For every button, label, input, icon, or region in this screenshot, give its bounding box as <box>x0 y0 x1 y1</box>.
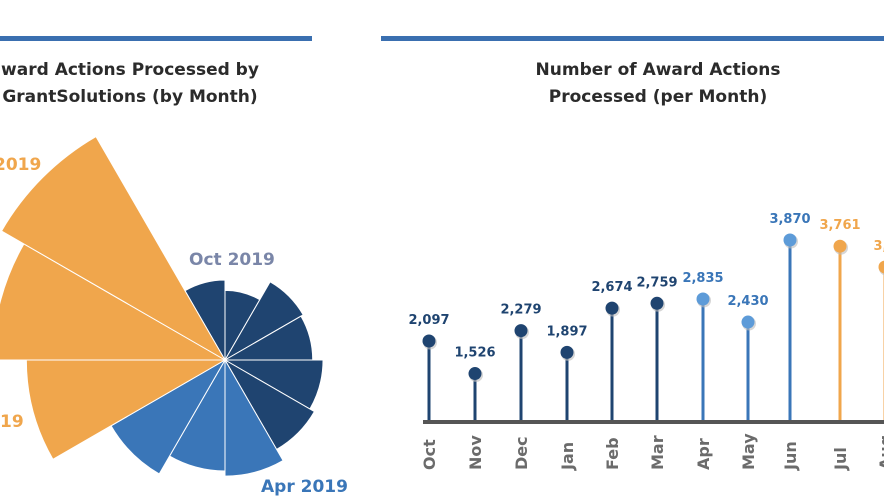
month-label-aug: Aug <box>876 435 884 470</box>
x-axis-baseline <box>423 420 884 424</box>
month-label-oct: Oct <box>420 439 439 470</box>
right-header-bar <box>381 36 884 41</box>
left-header-bar <box>0 36 312 41</box>
polar-segment-aug <box>0 243 227 361</box>
month-label-nov: Nov <box>466 435 485 470</box>
dot-aug <box>878 260 884 274</box>
dot-dec <box>514 324 528 338</box>
month-label-may: May <box>739 433 758 470</box>
dot-nov <box>468 367 482 381</box>
lollipop-chart: 2,097 Oct 1,526 Nov 2,279 Dec 1,897 Jan 2,674 Feb… <box>408 212 884 471</box>
polar-segment-jul <box>25 359 227 461</box>
value-label-jul: 3,761 <box>819 218 860 233</box>
polar-chart <box>0 135 324 477</box>
dot-may <box>741 315 755 329</box>
month-label-dec: Dec <box>512 436 531 470</box>
month-label-jun: Jun <box>781 441 800 471</box>
polar-label-2019-top: 2019 <box>0 155 41 175</box>
value-label-nov: 1,526 <box>454 346 495 361</box>
value-label-may: 2,430 <box>727 294 768 309</box>
dot-feb <box>605 301 619 315</box>
polar-label-apr-2019: Apr 2019 <box>261 477 348 497</box>
dot-apr <box>696 292 710 306</box>
value-label-dec: 2,279 <box>500 303 541 318</box>
dot-oct <box>422 334 436 348</box>
value-label-feb: 2,674 <box>591 280 632 295</box>
polar-segment-apr <box>224 358 284 477</box>
dot-jan <box>560 345 574 359</box>
lollipop-title-line-1: Number of Award Actions <box>536 60 781 80</box>
month-label-jul: Jul <box>831 447 850 471</box>
polar-title-line-1: ward Actions Processed by <box>1 60 259 80</box>
value-label-mar: 2,759 <box>636 275 677 290</box>
value-label-oct: 2,097 <box>408 313 449 328</box>
polar-title-line-2: GrantSolutions (by Month) <box>2 87 257 107</box>
polar-label-oct-2019: Oct 2019 <box>189 250 275 270</box>
value-label-jan: 1,897 <box>546 324 587 339</box>
value-label-jun: 3,870 <box>769 212 810 227</box>
dot-mar <box>650 296 664 310</box>
polar-segment-sep <box>0 135 227 362</box>
lollipop-title-line-2: Processed (per Month) <box>549 87 767 107</box>
month-label-jan: Jan <box>558 442 577 471</box>
month-label-apr: Apr <box>694 438 713 470</box>
value-label-aug: 3,3 <box>873 239 884 254</box>
value-label-apr: 2,835 <box>682 271 723 286</box>
month-label-mar: Mar <box>648 435 667 470</box>
dot-jul <box>833 239 847 253</box>
polar-label-19-bottom: 19 <box>0 412 24 432</box>
dot-jun <box>783 233 797 247</box>
month-label-feb: Feb <box>603 437 622 470</box>
polar-segment-dec <box>223 281 304 362</box>
